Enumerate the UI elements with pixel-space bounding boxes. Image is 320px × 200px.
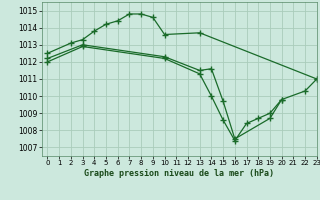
X-axis label: Graphe pression niveau de la mer (hPa): Graphe pression niveau de la mer (hPa)	[84, 169, 274, 178]
